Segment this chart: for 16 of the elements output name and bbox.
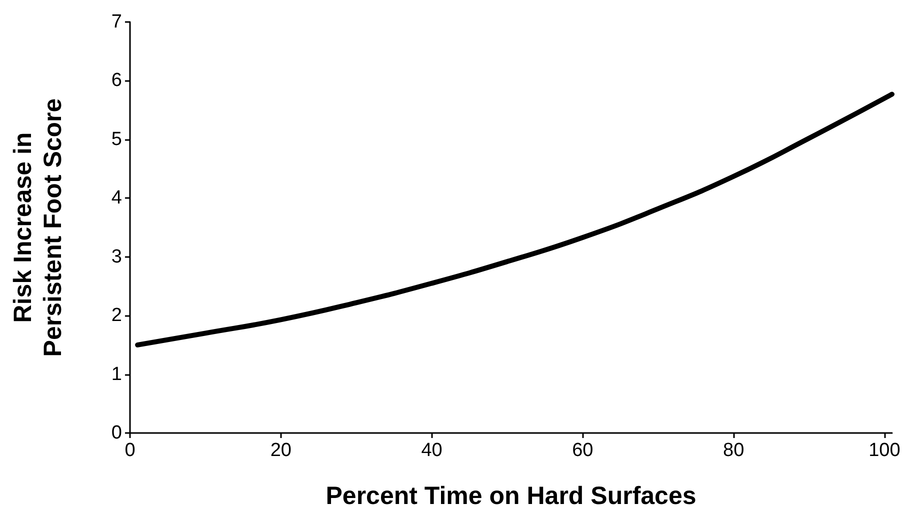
y-axis-title: Risk Increase in Persistent Foot Score [9,98,67,357]
x-tick-label: 60 [572,440,594,461]
y-tick-label: 4 [111,188,122,209]
y-tick-label: 7 [111,12,122,32]
x-tick-label: 0 [124,440,136,461]
x-tick-label: 80 [722,440,744,461]
y-tick-label: 2 [111,305,122,326]
x-tick-label: 40 [421,440,442,461]
y-tick-label: 3 [111,246,122,268]
x-tick-label: 20 [270,440,292,461]
y-tick-label: 0 [111,422,122,444]
x-tick-label: 100 [868,440,900,461]
x-axis-title: Percent Time on Hard Surfaces [326,482,696,510]
y-tick-label: 5 [111,128,122,150]
y-tick-label: 1 [111,364,122,385]
y-tick-label: 6 [111,70,122,92]
